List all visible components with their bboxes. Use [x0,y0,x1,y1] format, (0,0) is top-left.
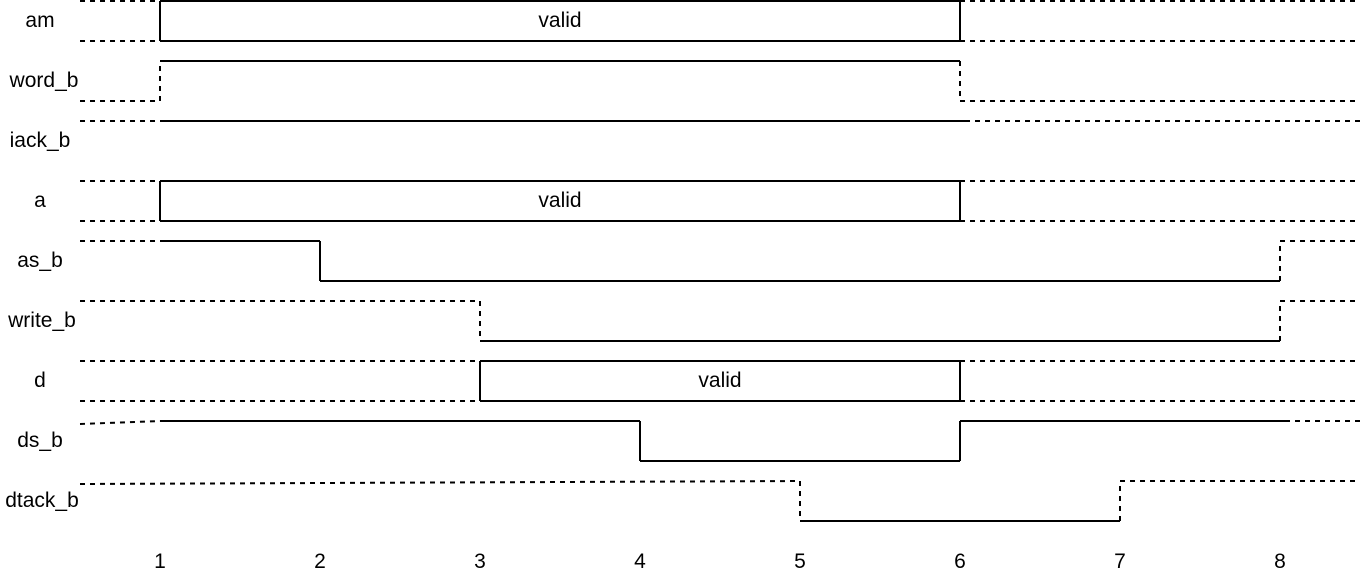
time-label-2: 2 [314,550,326,573]
bus-value-labels: valid valid valid [538,9,741,392]
d-bus-value: valid [698,369,741,392]
time-label-7: 7 [1114,550,1126,573]
time-label-1: 1 [154,550,166,573]
signal-label-iack-b: iack_b [10,129,71,152]
am-bus-value: valid [538,9,581,32]
time-label-4: 4 [634,550,646,573]
time-label-6: 6 [954,550,966,573]
signal-label-ds-b: ds_b [17,429,63,452]
signal-label-as-b: as_b [17,249,63,272]
signal-label-d: d [34,369,46,392]
time-label-5: 5 [794,550,806,573]
signal-label-a: a [34,189,46,212]
signal-label-word-b: word_b [9,69,79,92]
time-label-8: 8 [1274,550,1286,573]
signal-label-am: am [25,9,54,32]
signal-labels: am word_b iack_b a as_b write_b d ds_b d… [5,9,79,512]
ds-b-segment [79,420,161,425]
a-bus-value: valid [538,189,581,212]
time-axis: 1 2 3 4 5 6 7 8 [154,550,1286,573]
waveforms [79,0,1360,522]
dtack-b-segment [79,480,801,485]
time-label-3: 3 [474,550,486,573]
signal-label-dtack-b: dtack_b [5,489,79,512]
signal-label-write-b: write_b [7,309,76,332]
